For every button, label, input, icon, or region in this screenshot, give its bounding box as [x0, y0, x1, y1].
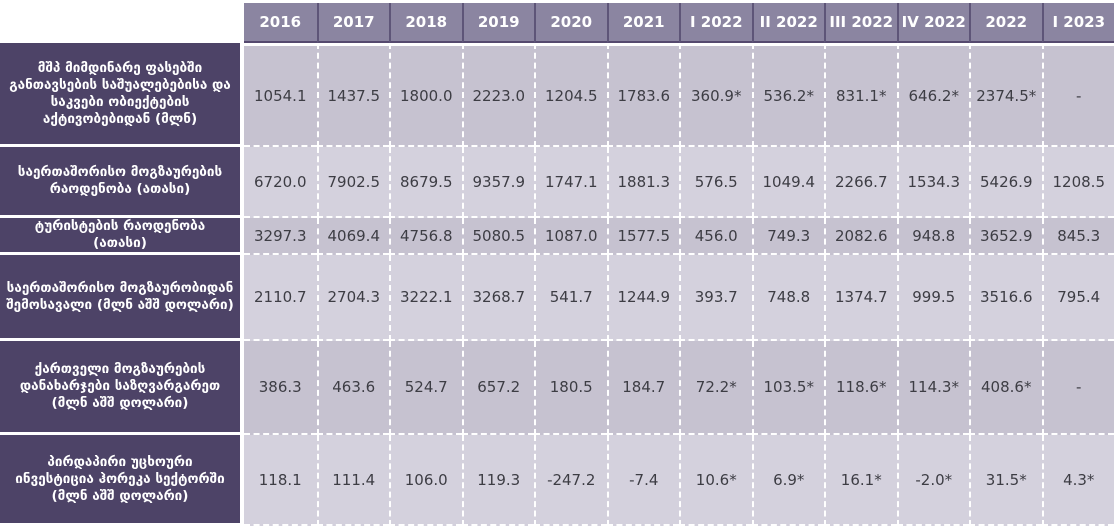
- data-cell: 2082.6: [824, 218, 897, 255]
- year-header-cell: 2017: [316, 3, 389, 43]
- year-header-cell: 2019: [461, 3, 534, 43]
- data-cell: -2.0*: [896, 435, 969, 526]
- data-cell: 6.9*: [751, 435, 824, 526]
- data-cell: 831.1*: [824, 43, 897, 147]
- data-cell: 5426.9: [969, 147, 1042, 218]
- data-cell: 5080.5: [461, 218, 534, 255]
- data-cell: 1054.1: [244, 43, 317, 147]
- data-cell: 393.7: [679, 255, 752, 341]
- data-cell: -247.2: [534, 435, 607, 526]
- year-header-cell: II 2022: [751, 3, 824, 43]
- data-cell: 8679.5: [389, 147, 462, 218]
- data-cell: -: [1041, 341, 1114, 435]
- data-cell: 1747.1: [534, 147, 607, 218]
- data-cell: 2374.5*: [969, 43, 1042, 147]
- data-cell: 463.6: [316, 341, 389, 435]
- data-cell: 1208.5: [1041, 147, 1114, 218]
- data-cell: -: [1041, 43, 1114, 147]
- data-cell: 748.8: [751, 255, 824, 341]
- row-label-cell: საერთაშორისო მოგზაურების რაოდენობა (ათას…: [0, 147, 244, 218]
- data-cell: 180.5: [534, 341, 607, 435]
- data-cell: 7902.5: [316, 147, 389, 218]
- data-cell: 999.5: [896, 255, 969, 341]
- row-label-cell: მშპ მიმდინარე ფასებში განთავსების საშუალ…: [0, 43, 244, 147]
- data-cell: 386.3: [244, 341, 317, 435]
- data-cell: 2704.3: [316, 255, 389, 341]
- data-cell: 1204.5: [534, 43, 607, 147]
- data-cell: 657.2: [461, 341, 534, 435]
- data-cell: 646.2*: [896, 43, 969, 147]
- data-cell: 114.3*: [896, 341, 969, 435]
- data-cell: 106.0: [389, 435, 462, 526]
- data-cell: 948.8: [896, 218, 969, 255]
- data-cell: 541.7: [534, 255, 607, 341]
- data-cell: 456.0: [679, 218, 752, 255]
- data-cell: 3516.6: [969, 255, 1042, 341]
- year-header-cell: IV 2022: [896, 3, 969, 43]
- year-header-cell: III 2022: [824, 3, 897, 43]
- data-cell: 845.3: [1041, 218, 1114, 255]
- data-cell: 1783.6: [606, 43, 679, 147]
- data-cell: 576.5: [679, 147, 752, 218]
- data-cell: 119.3: [461, 435, 534, 526]
- data-cell: 2223.0: [461, 43, 534, 147]
- row-label-cell: საერთაშორისო მოგზაურობიდან შემოსავალი (მ…: [0, 255, 244, 341]
- year-header-cell: 2021: [606, 3, 679, 43]
- data-cell: 536.2*: [751, 43, 824, 147]
- year-header-cell: I 2022: [679, 3, 752, 43]
- data-cell: 1577.5: [606, 218, 679, 255]
- data-cell: 524.7: [389, 341, 462, 435]
- row-label-cell: პირდაპირი უცხოური ინვესტიცია ჰორეკა სექტ…: [0, 435, 244, 526]
- data-cell: 795.4: [1041, 255, 1114, 341]
- data-cell: 1437.5: [316, 43, 389, 147]
- data-cell: 3652.9: [969, 218, 1042, 255]
- year-header-cell: I 2023: [1041, 3, 1114, 43]
- data-cell: 6720.0: [244, 147, 317, 218]
- data-cell: 1087.0: [534, 218, 607, 255]
- year-header-cell: 2016: [244, 3, 317, 43]
- data-cell: 1244.9: [606, 255, 679, 341]
- data-cell: 1049.4: [751, 147, 824, 218]
- data-cell: 103.5*: [751, 341, 824, 435]
- data-cell: 118.6*: [824, 341, 897, 435]
- tourism-statistics-table: 2016 2017 2018 2019 2020 2021 I 2022 II 2022 III…: [0, 3, 1114, 526]
- data-cell: 1800.0: [389, 43, 462, 147]
- data-cell: 184.7: [606, 341, 679, 435]
- data-cell: 31.5*: [969, 435, 1042, 526]
- data-cell: 1374.7: [824, 255, 897, 341]
- row-label-cell: ტურისტების რაოდენობა (ათასი): [0, 218, 244, 255]
- data-cell: 4756.8: [389, 218, 462, 255]
- year-header-cell: 2022: [969, 3, 1042, 43]
- data-cell: 749.3: [751, 218, 824, 255]
- data-cell: 2110.7: [244, 255, 317, 341]
- data-cell: 408.6*: [969, 341, 1042, 435]
- year-header-cell: 2020: [534, 3, 607, 43]
- data-cell: 16.1*: [824, 435, 897, 526]
- year-header-cell: 2018: [389, 3, 462, 43]
- data-cell: 72.2*: [679, 341, 752, 435]
- data-cell: 9357.9: [461, 147, 534, 218]
- data-cell: 10.6*: [679, 435, 752, 526]
- data-cell: 4069.4: [316, 218, 389, 255]
- data-cell: 3297.3: [244, 218, 317, 255]
- data-cell: 111.4: [316, 435, 389, 526]
- data-cell: 3222.1: [389, 255, 462, 341]
- data-cell: 360.9*: [679, 43, 752, 147]
- data-cell: 118.1: [244, 435, 317, 526]
- data-cell: 1881.3: [606, 147, 679, 218]
- data-cell: 3268.7: [461, 255, 534, 341]
- data-cell: 4.3*: [1041, 435, 1114, 526]
- data-cell: -7.4: [606, 435, 679, 526]
- corner-cell: [0, 3, 244, 43]
- data-cell: 1534.3: [896, 147, 969, 218]
- data-cell: 2266.7: [824, 147, 897, 218]
- row-label-cell: ქართველი მოგზაურების დანახარჯები საზღვარ…: [0, 341, 244, 435]
